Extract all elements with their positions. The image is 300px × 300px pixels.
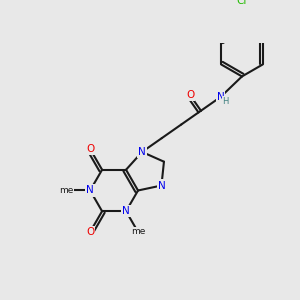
Text: me: me	[59, 186, 73, 195]
Text: N: N	[158, 181, 165, 190]
Text: O: O	[186, 90, 194, 100]
Text: me: me	[131, 227, 145, 236]
Text: N: N	[217, 92, 224, 102]
Text: N: N	[86, 185, 94, 196]
Text: O: O	[86, 227, 94, 237]
Text: Cl: Cl	[237, 0, 247, 6]
Text: N: N	[122, 206, 130, 216]
Text: N: N	[138, 147, 146, 157]
Text: O: O	[86, 144, 94, 154]
Text: H: H	[223, 97, 229, 106]
